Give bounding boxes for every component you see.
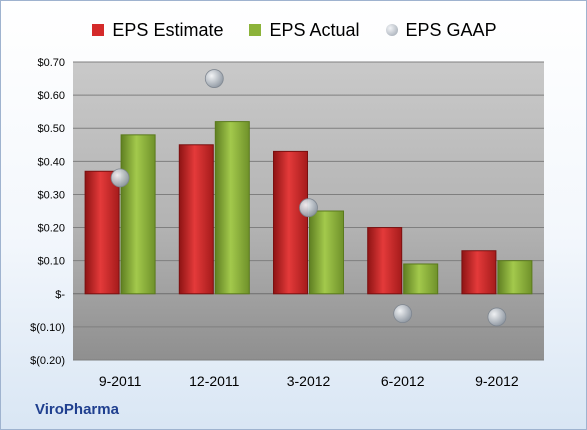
- x-tick-label: 9-2011: [99, 373, 142, 389]
- bar-eps-estimate: [461, 250, 497, 295]
- y-tick-label: $(0.20): [30, 355, 65, 367]
- legend-item-eps-actual: EPS Actual: [249, 19, 360, 41]
- legend-item-eps-estimate: EPS Estimate: [92, 20, 223, 41]
- y-tick-label: $-: [55, 289, 65, 301]
- x-tick-label: 6-2012: [381, 373, 425, 389]
- point-eps-gaap: [299, 198, 318, 218]
- y-tick-label: $0.20: [37, 223, 65, 235]
- point-eps-gaap: [487, 307, 507, 327]
- y-tick-label: $0.10: [37, 256, 65, 268]
- legend-label-eps-actual: EPS Actual: [269, 19, 360, 40]
- y-tick-label: $0.70: [37, 57, 65, 69]
- legend-swatch-eps-actual: [249, 24, 262, 36]
- x-tick-label: 9-2012: [475, 373, 519, 389]
- legend-item-eps-gaap: EPS GAAP: [385, 19, 497, 41]
- bar-eps-estimate: [178, 144, 214, 295]
- bar-eps-actual: [497, 260, 533, 295]
- point-eps-gaap: [393, 304, 413, 324]
- legend-label-eps-estimate: EPS Estimate: [112, 19, 224, 40]
- bar-eps-actual: [403, 263, 439, 295]
- point-eps-gaap: [204, 69, 224, 88]
- y-tick-label: $0.40: [37, 156, 65, 168]
- x-tick-label: 3-2012: [287, 373, 331, 389]
- y-tick-label: $0.60: [37, 90, 65, 102]
- bar-eps-actual: [120, 134, 156, 295]
- y-tick-label: $0.30: [37, 189, 65, 201]
- bar-eps-estimate: [273, 150, 308, 295]
- bar-eps-actual: [309, 210, 344, 295]
- legend-swatch-eps-gaap: [385, 24, 398, 36]
- legend-swatch-eps-estimate: [92, 24, 105, 36]
- bar-eps-estimate: [367, 227, 403, 295]
- point-eps-gaap: [110, 168, 130, 188]
- x-tick-label: 12-2011: [189, 373, 240, 389]
- y-tick-label: $0.50: [37, 123, 65, 135]
- company-name: ViroPharma: [35, 401, 119, 418]
- bar-eps-estimate: [84, 170, 120, 295]
- legend-label-eps-gaap: EPS GAAP: [405, 19, 497, 40]
- legend: EPS Estimate EPS Actual EPS GAAP: [1, 15, 587, 45]
- bar-eps-actual: [214, 121, 250, 295]
- y-tick-label: $(0.10): [30, 322, 65, 334]
